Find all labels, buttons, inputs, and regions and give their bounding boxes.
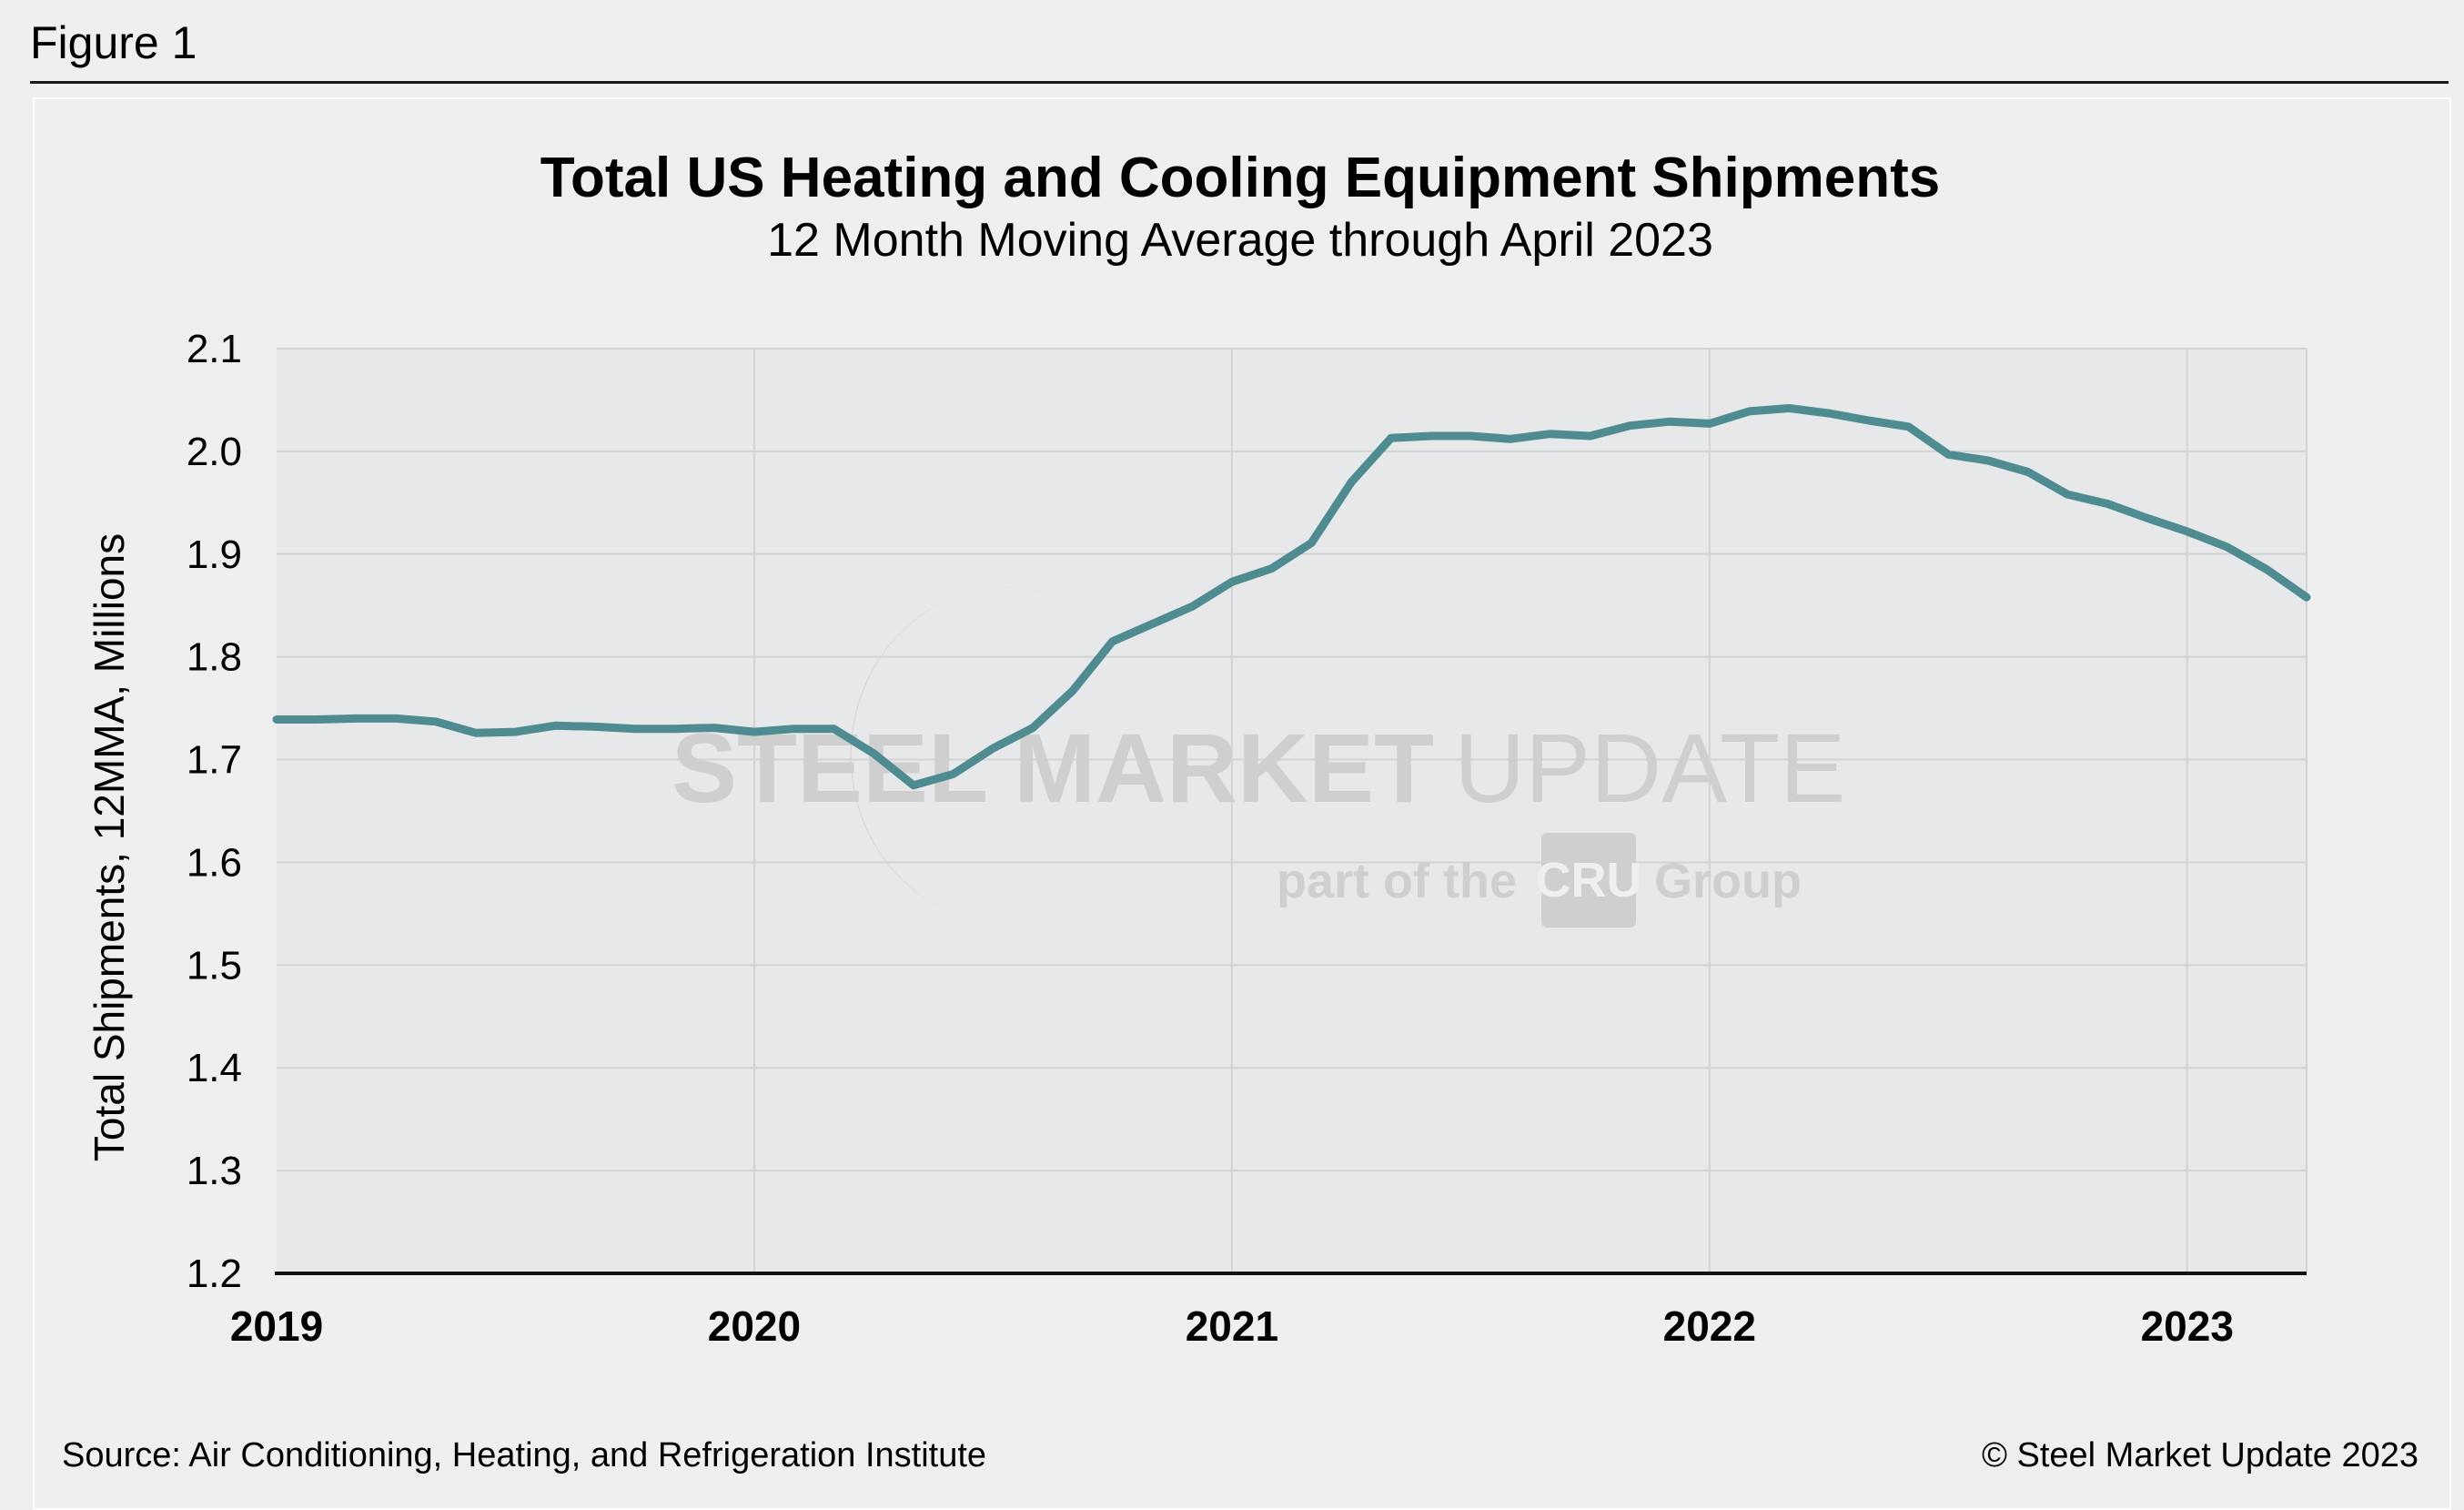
y-axis-ticks: 1.2 1.3 1.4 1.5 1.6 1.7 1.8 1.9 2.0 2.1	[187, 327, 242, 1296]
y-tick-label: 1.9	[187, 532, 242, 577]
chart-panel: Total US Heating and Cooling Equipment S…	[33, 97, 2451, 1510]
y-axis-label: Total Shipments, 12MMA, Millions	[86, 533, 133, 1161]
x-tick-label: 2022	[1663, 1302, 1756, 1350]
chart-svg: Total US Heating and Cooling Equipment S…	[62, 147, 2419, 1475]
copyright-note: © Steel Market Update 2023	[1982, 1436, 2419, 1475]
cru-logo-icon	[1541, 833, 1636, 927]
watermark-tag-suffix: Group	[1654, 854, 1802, 908]
x-tick-label: 2023	[2141, 1302, 2234, 1350]
series-line-shipments	[272, 404, 2311, 790]
x-tick-label: 2020	[708, 1302, 801, 1350]
figure-divider	[30, 81, 2449, 84]
y-tick-label: 2.1	[187, 327, 242, 371]
x-tick-label: 2019	[230, 1302, 323, 1350]
watermark-tag-prefix: part of the	[1277, 854, 1517, 908]
y-tick-label: 2.0	[187, 430, 242, 474]
gridlines	[277, 348, 2307, 1274]
y-tick-label: 1.2	[187, 1252, 242, 1296]
y-tick-label: 1.3	[187, 1149, 242, 1193]
y-tick-label: 1.4	[187, 1046, 242, 1090]
chart-subtitle: 12 Month Moving Average through April 20…	[767, 214, 1713, 267]
chart-title: Total US Heating and Cooling Equipment S…	[540, 147, 1941, 209]
y-tick-label: 1.7	[187, 738, 242, 783]
source-note: Source: Air Conditioning, Heating, and R…	[62, 1436, 986, 1475]
watermark-brand-light: UPDATE	[1454, 713, 1845, 823]
plot-area	[277, 349, 2307, 1273]
cru-logo-text: CRU	[1536, 853, 1642, 907]
y-tick-label: 1.6	[187, 840, 242, 885]
watermark-brand: STEEL MARKET UPDATE	[672, 713, 1845, 823]
y-tick-label: 1.5	[187, 943, 242, 988]
x-tick-label: 2021	[1186, 1302, 1278, 1350]
figure-label: Figure 1	[30, 17, 197, 68]
x-axis-ticks: 2019 2020 2021 2022 2023	[230, 1302, 2234, 1350]
y-tick-label: 1.8	[187, 635, 242, 680]
